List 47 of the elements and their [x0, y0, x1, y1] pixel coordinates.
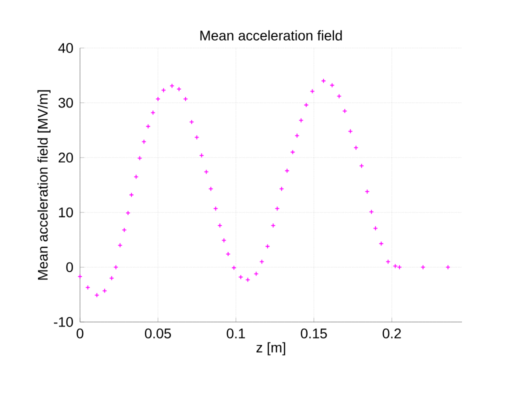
point: [150, 110, 156, 116]
point: [109, 276, 114, 281]
x-tick-label: 0.05: [144, 328, 171, 338]
point: [359, 163, 364, 168]
point: [85, 285, 90, 290]
point: [126, 210, 130, 216]
point: [156, 96, 160, 102]
point: [290, 150, 296, 155]
point: [279, 186, 284, 192]
x-tick-label: 0.2: [382, 328, 401, 338]
point: [204, 169, 209, 174]
x-axis-title: z [m]: [256, 342, 286, 356]
x-tick-label: 0: [76, 328, 84, 338]
point: [217, 223, 222, 228]
point: [270, 223, 276, 228]
point: [208, 186, 214, 192]
point: [294, 133, 300, 138]
point: [176, 86, 182, 92]
point: [226, 252, 231, 256]
point: [199, 152, 204, 158]
y-tick-label: 0: [66, 262, 73, 272]
point: [265, 244, 270, 249]
point: [183, 96, 188, 102]
point: [213, 206, 218, 212]
point: [221, 238, 226, 243]
point: [189, 120, 194, 124]
y-axis-title: Mean acceleration field [MV/m]: [37, 90, 50, 280]
point: [321, 78, 326, 84]
y-tick-label: 20: [58, 152, 73, 163]
point: [170, 83, 174, 88]
x-tick-label: 0.1: [226, 328, 245, 338]
point: [368, 209, 374, 214]
y-tick-label: -10: [54, 317, 73, 327]
point: [420, 264, 426, 270]
x-tick-label: 0.15: [300, 328, 327, 338]
point: [129, 192, 134, 198]
y-tick-label: 40: [58, 43, 73, 53]
point: [113, 264, 118, 270]
y-tick-label: 10: [59, 207, 73, 218]
chart-title: Mean acceleration field: [200, 30, 342, 41]
y-tick-label: 30: [58, 98, 73, 108]
point: [94, 292, 100, 298]
point: [298, 118, 304, 123]
point: [446, 264, 450, 270]
point: [146, 124, 151, 129]
point: [161, 88, 166, 93]
point: [78, 274, 82, 279]
